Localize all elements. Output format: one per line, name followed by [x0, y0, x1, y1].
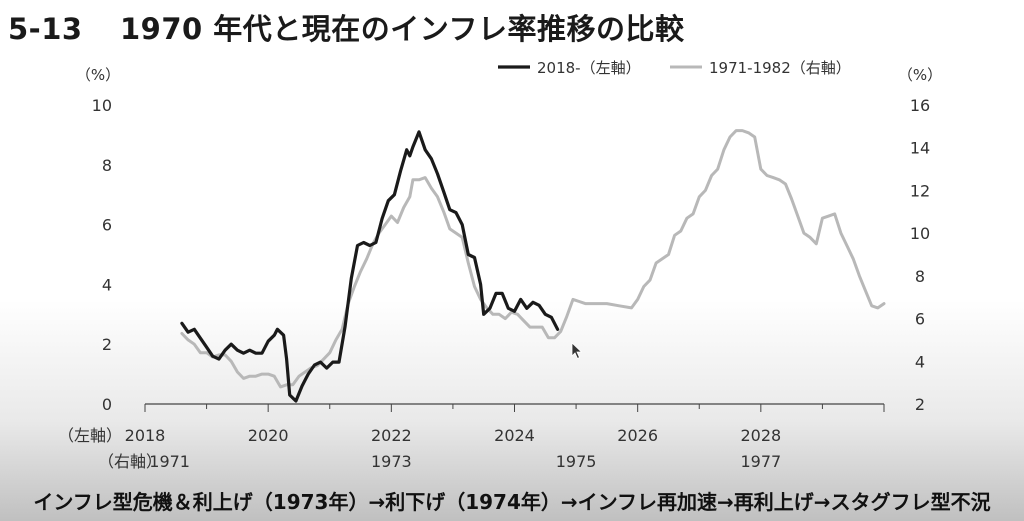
- x-axis-tick-label-right: 1977: [740, 452, 781, 471]
- x-axis-tick-label-left: 2028: [740, 426, 781, 445]
- x-axis-tick-label-left: 2018: [125, 426, 166, 445]
- x-axis-tick-label-right: 1971: [149, 452, 190, 471]
- left-axis-tick-label: 10: [92, 96, 112, 115]
- legend: 2018-（左軸） 1971-1982（右軸）: [498, 59, 851, 77]
- right-axis-tick-label: 14: [910, 139, 930, 158]
- right-axis-tick-label: 2: [915, 395, 925, 414]
- x-axis-tick-label-right: 1973: [371, 452, 412, 471]
- left-axis-tick-label: 4: [102, 275, 112, 294]
- right-axis-tick-label: 6: [915, 310, 925, 329]
- right-axis-tick-label: 8: [915, 267, 925, 286]
- right-axis-tick-label: 10: [910, 224, 930, 243]
- series-lines: [180, 129, 886, 403]
- x-axis-tick-label-right: 1975: [556, 452, 597, 471]
- right-axis-tick-label: 16: [910, 96, 930, 115]
- slide-number: 5-13: [8, 12, 83, 46]
- x-axis-row1-label: （左軸）: [58, 426, 122, 445]
- series-line-2018: [180, 130, 560, 403]
- x-axis-row2-label: （右軸）: [98, 452, 162, 471]
- left-axis-tick-label: 0: [102, 395, 112, 414]
- x-axis-tick-label-left: 2026: [617, 426, 658, 445]
- x-axis-tick-label-left: 2024: [494, 426, 535, 445]
- axes: 0 2 4 6 8 10 （%） 2 4 6 8 10 12 14 16 （%） 2018 2020 2022 202…: [58, 66, 942, 471]
- x-axis-tick-label-left: 2022: [371, 426, 412, 445]
- background-gradient: [0, 300, 1024, 521]
- left-axis-unit-label: （%）: [76, 66, 120, 84]
- slide-title-text: 1970 年代と現在のインフレ率推移の比較: [120, 12, 685, 46]
- legend-label-1971-1982: 1971-1982（右軸）: [709, 59, 851, 77]
- left-axis-tick-label: 6: [102, 216, 112, 235]
- left-axis-tick-label: 8: [102, 156, 112, 175]
- left-axis-tick-label: 2: [102, 335, 112, 354]
- legend-label-2018: 2018-（左軸）: [537, 59, 641, 77]
- slide-title: 5-13 1970 年代と現在のインフレ率推移の比較: [8, 6, 684, 48]
- right-axis-unit-label: （%）: [898, 66, 942, 84]
- right-axis-tick-label: 4: [915, 352, 925, 371]
- slide-caption: インフレ型危機＆利上げ（1973年）→利下げ（1974年）→インフレ再加速→再利…: [33, 490, 991, 514]
- right-axis-tick-label: 12: [910, 181, 930, 200]
- x-axis-tick-label-left: 2020: [248, 426, 289, 445]
- mouse-cursor-icon: [571, 342, 583, 364]
- series-line-1971-1982: [180, 129, 886, 389]
